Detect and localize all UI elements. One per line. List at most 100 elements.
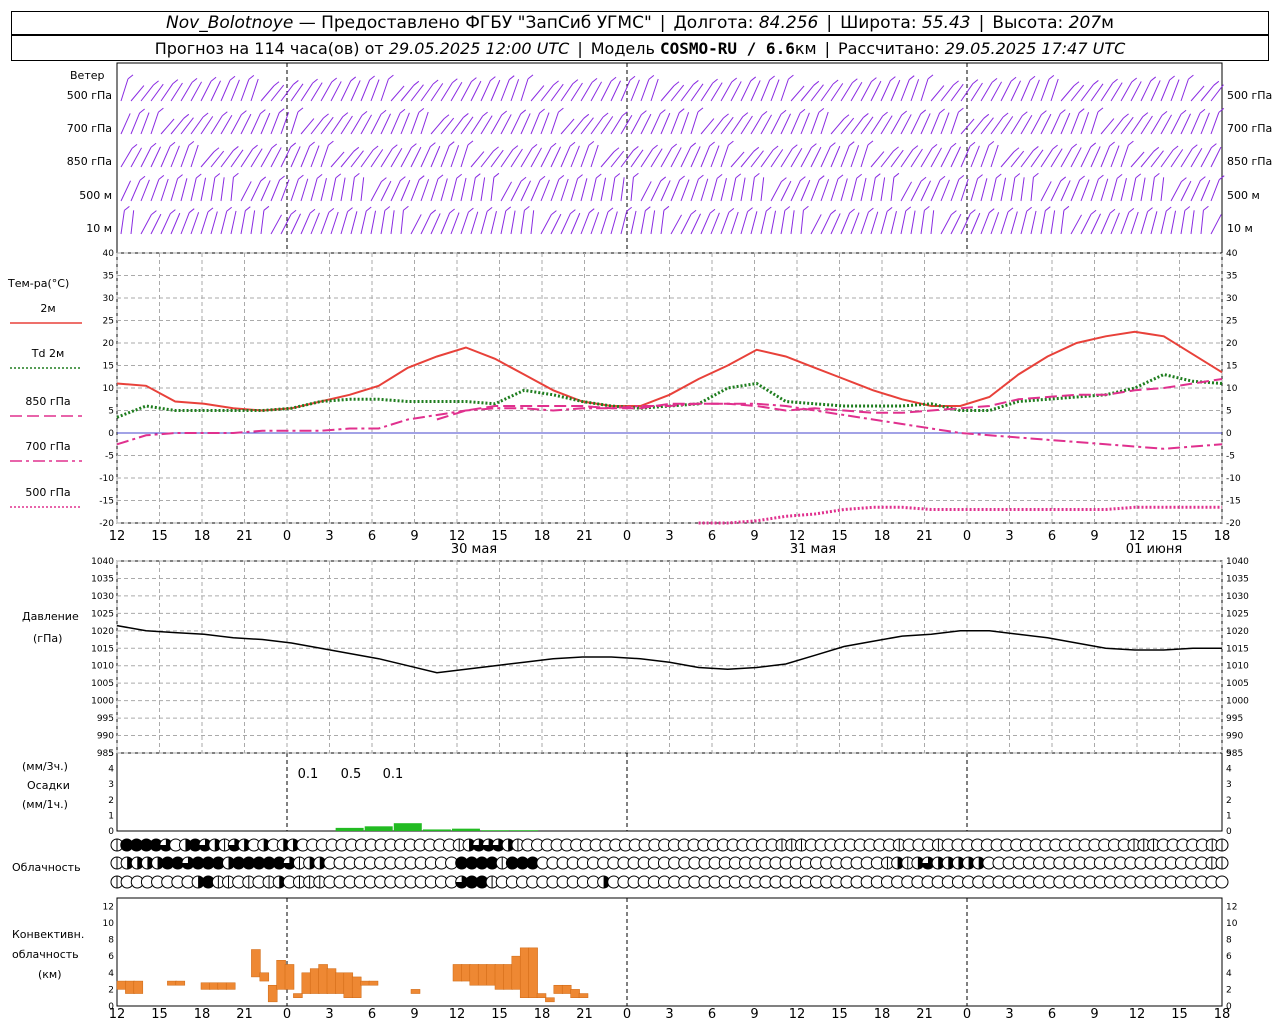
wind-barb [490,149,504,168]
wind-barb-flag [531,143,538,149]
wind-barb [220,80,231,102]
wind-barb-flag [493,146,499,152]
wind-barb [120,210,125,235]
wind-barb [770,149,784,168]
convective-bar [528,947,538,998]
temp-series-0 [116,330,1223,412]
wind-barb [1010,150,1025,168]
wind-barb [600,151,615,168]
wind-barb [650,113,661,135]
wind-barb [630,114,642,135]
conv-ytick-left: 10 [103,919,115,929]
wind-barb-flag [124,206,130,211]
wind-barb-flag [970,209,976,214]
wind-barb [920,210,925,235]
wind-barb [490,177,495,202]
cloud-cover-full [171,857,184,869]
alt-value: 207 [1068,13,1102,33]
temp-ytick-left: 15 [103,362,114,372]
wind-barb [1100,213,1111,235]
wind-barb [1000,81,1012,102]
wind-barb [160,146,171,168]
wind-barb-flag [493,172,500,178]
wind-barb-flag [958,175,965,180]
wind-barb-flag [482,111,488,117]
convective-bar [175,980,186,986]
wind-barb-flag [693,80,699,85]
wind-barb [500,149,514,168]
wind-barb [980,212,990,235]
wind-barb-flag [486,207,493,212]
wind-barb [740,80,752,102]
wind-barb [550,179,560,202]
wind-barb-flag [1078,108,1085,114]
conv-ytick-left: 12 [103,902,114,912]
wind-barb [370,114,382,135]
convective-bar [133,980,144,994]
conv-ytick-left: 8 [108,936,114,946]
wind-barb [1170,79,1180,102]
wind-barb [1130,177,1137,202]
wind-barb [1170,114,1182,135]
wind-barb [1090,146,1101,168]
wind-barb [210,177,216,202]
pres-ytick-left: 995 [97,714,114,724]
lon-value: 84.256 [758,13,819,33]
wind-barb [860,177,867,202]
wind-barb-flag [875,173,881,179]
wind-barb-flag [728,208,735,213]
wind-barb-flag [1181,177,1187,183]
wind-barb [560,118,575,135]
conv-xtick: 9 [750,1007,758,1022]
wind-barb [880,115,893,135]
wind-barb [700,145,711,168]
wind-barb [580,212,590,235]
wind-barb [720,177,727,202]
pres-ytick-right: 1035 [1226,574,1249,584]
wind-barb [1010,177,1016,202]
wind-barb [200,151,215,168]
wind-barb [150,179,160,202]
wind-barb-flag [871,77,877,83]
wind-barb-flag [195,173,202,179]
computed-label: Рассчитано: [837,38,940,58]
wind-barb [510,181,522,202]
wind-barb [570,145,580,168]
wind-barb-flag [780,109,787,115]
wind-barb [710,82,723,102]
wind-barb-flag [953,80,959,86]
temp-xtick: 18 [534,529,551,544]
wind-barb-flag [1199,108,1206,114]
wind-barb [550,146,562,168]
wind-barb-flag [813,80,820,86]
wind-barb [140,147,152,168]
wind-barb [740,211,749,235]
wind-barb [340,80,352,102]
wind-barb-flag [139,108,145,114]
wind-barb [460,116,474,135]
temp-xtick: 12 [449,529,466,544]
wind-barb [870,151,885,168]
wind-barb-flag [868,207,874,213]
wind-barb-flag [830,209,837,215]
wind-barb [520,78,529,102]
wind-barb-flag [792,144,798,150]
wind-barb [1090,213,1102,235]
wind-barb [550,213,562,235]
temp-xtick: 21 [236,529,253,544]
wind-barb-flag [430,142,436,147]
wind-barb-flag [1098,174,1104,180]
wind-level-left-3: 500 м [79,189,112,202]
wind-barb [1000,116,1014,135]
wind-barb [560,83,574,102]
wind-barb [340,177,346,202]
wind-barb [510,148,523,168]
wind-barb [860,144,869,168]
wind-barb-flag [1154,173,1160,178]
precip-annotation: 0.1 [298,767,319,782]
wind-barb [450,212,460,235]
wind-barb [900,181,913,202]
wind-barb [710,145,720,168]
wind-barb [1150,150,1164,168]
wind-barb [510,113,522,135]
